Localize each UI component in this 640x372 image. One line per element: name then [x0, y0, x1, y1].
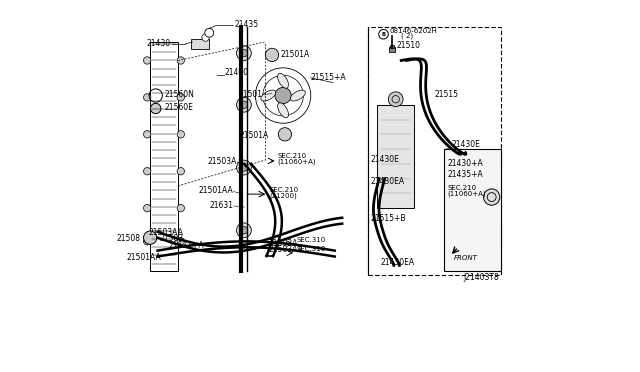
Circle shape — [266, 48, 278, 62]
Text: FRONT: FRONT — [454, 255, 478, 261]
Text: 21503AA: 21503AA — [268, 245, 303, 254]
Text: 21560E: 21560E — [164, 103, 193, 112]
Circle shape — [177, 238, 184, 245]
Text: 21503A: 21503A — [268, 239, 298, 248]
Text: 21503: 21503 — [159, 234, 184, 243]
Text: 21503A: 21503A — [207, 157, 237, 166]
Text: SEC.210: SEC.210 — [269, 187, 298, 193]
Text: 21508: 21508 — [117, 234, 141, 243]
Circle shape — [177, 131, 184, 138]
Circle shape — [143, 205, 151, 212]
Text: SEC.210: SEC.210 — [447, 185, 477, 192]
Circle shape — [143, 167, 151, 175]
Text: 21400: 21400 — [224, 68, 248, 77]
Circle shape — [240, 101, 248, 109]
Circle shape — [150, 103, 161, 113]
Circle shape — [275, 87, 291, 104]
Bar — [191, 39, 209, 49]
Text: 21430E: 21430E — [451, 140, 480, 149]
Circle shape — [379, 29, 388, 39]
Circle shape — [143, 131, 151, 138]
Text: 21501A: 21501A — [239, 131, 268, 140]
Text: 21430EA: 21430EA — [381, 259, 415, 267]
Circle shape — [278, 128, 292, 141]
Ellipse shape — [278, 103, 289, 118]
Circle shape — [237, 97, 252, 112]
Text: 21430+A: 21430+A — [447, 159, 483, 168]
Text: J21403T8: J21403T8 — [463, 273, 499, 282]
Text: 21501A: 21501A — [280, 50, 310, 59]
Circle shape — [240, 227, 248, 234]
Bar — [390, 45, 394, 48]
Text: 21430EA: 21430EA — [371, 177, 404, 186]
Polygon shape — [377, 105, 414, 208]
Ellipse shape — [261, 90, 276, 101]
Circle shape — [177, 57, 184, 64]
Text: 21510: 21510 — [397, 41, 420, 49]
Text: 21430: 21430 — [147, 39, 170, 48]
Text: 21560N: 21560N — [164, 90, 194, 99]
Text: (21200): (21200) — [269, 192, 297, 199]
Text: 08146-6202H: 08146-6202H — [389, 28, 437, 34]
Circle shape — [202, 34, 209, 41]
Text: 21631: 21631 — [209, 201, 233, 210]
Circle shape — [177, 205, 184, 212]
Ellipse shape — [278, 73, 289, 88]
Circle shape — [484, 189, 500, 205]
Text: 21503AA: 21503AA — [148, 228, 184, 237]
Circle shape — [205, 28, 214, 37]
Text: 21501: 21501 — [239, 90, 263, 99]
Text: B: B — [381, 32, 385, 37]
Text: 21501AA: 21501AA — [127, 253, 161, 263]
Text: 21631+A: 21631+A — [168, 241, 204, 250]
Text: SEC.310: SEC.310 — [296, 246, 325, 252]
Text: SEC.210: SEC.210 — [278, 153, 307, 158]
Circle shape — [143, 94, 151, 101]
Polygon shape — [444, 149, 501, 271]
Text: 21435: 21435 — [234, 20, 259, 29]
Circle shape — [237, 46, 252, 61]
Circle shape — [143, 238, 151, 245]
Circle shape — [240, 164, 248, 171]
Bar — [389, 47, 395, 52]
Circle shape — [177, 167, 184, 175]
Text: 21515+A: 21515+A — [311, 73, 346, 81]
Text: SEC.310: SEC.310 — [296, 237, 325, 243]
Circle shape — [237, 223, 252, 238]
Text: ( 2): ( 2) — [401, 32, 413, 39]
Circle shape — [388, 92, 403, 107]
Circle shape — [143, 57, 151, 64]
Text: 21515+B: 21515+B — [371, 214, 406, 223]
Text: (11060+A): (11060+A) — [447, 191, 486, 198]
Ellipse shape — [291, 90, 305, 101]
Text: 21501AA: 21501AA — [198, 186, 233, 195]
Text: (11060+A): (11060+A) — [278, 158, 316, 164]
Text: 21430E: 21430E — [371, 155, 399, 164]
Circle shape — [143, 231, 157, 244]
Circle shape — [237, 160, 252, 175]
Text: 21435+A: 21435+A — [447, 170, 483, 179]
Circle shape — [240, 49, 248, 57]
Text: 21515: 21515 — [435, 90, 458, 99]
Circle shape — [177, 94, 184, 101]
